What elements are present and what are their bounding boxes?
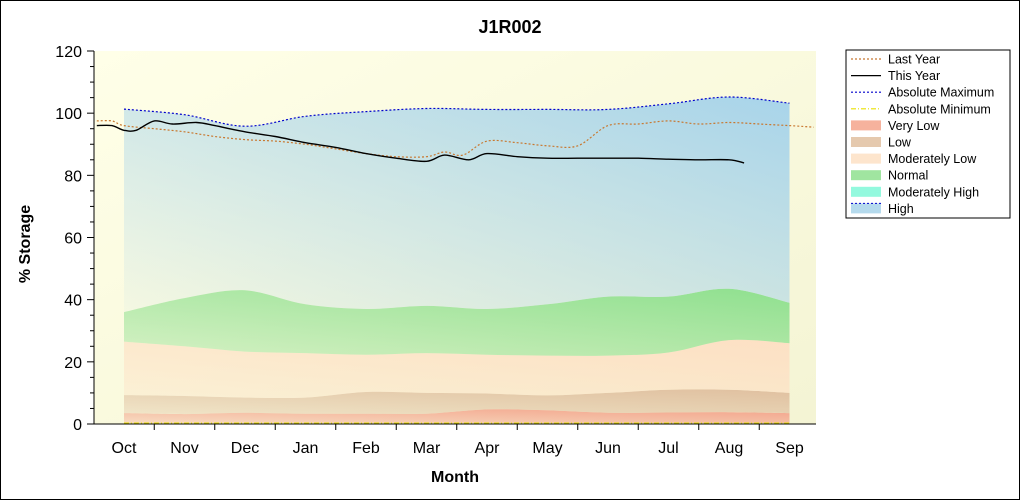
x-tick-label-feb: Feb: [352, 440, 380, 457]
legend-swatch-moderately-low: [851, 153, 881, 164]
x-tick-label-apr: Apr: [475, 440, 501, 457]
bands-layer: [124, 96, 790, 424]
legend-box: [845, 49, 1011, 219]
y-tick-label: 100: [55, 106, 82, 123]
x-axis-title: Month: [431, 469, 479, 486]
series-line-absolute-maximum: [123, 96, 790, 127]
legend-label-very-low: Very Low: [888, 119, 940, 133]
legend: Last Year This Year Absolute Maximum Absolu…: [845, 49, 1011, 219]
x-tick-label-mar: Mar: [413, 440, 441, 457]
y-tick-label: 20: [64, 355, 82, 372]
legend-label-this-year: This Year: [888, 69, 940, 83]
y-tick-label: 60: [64, 231, 82, 248]
band-moderately-low: [124, 339, 790, 399]
band-normal: [124, 288, 790, 356]
x-tick-label-jun: Jun: [595, 440, 621, 457]
y-tick-label: 40: [64, 293, 82, 310]
x-tick-label-sep: Sep: [775, 440, 804, 457]
x-tick-label-jul: Jul: [658, 440, 678, 457]
band-high: [124, 96, 790, 313]
axes-layer: 0 20 40 60 80 100 120 Oct Nov Dec Jan Feb Mar Apr May J…: [55, 44, 816, 457]
y-axis-title: % Storage: [17, 205, 34, 283]
x-tick-label-aug: Aug: [715, 440, 743, 457]
band-low: [124, 389, 790, 415]
y-tick-label: 120: [55, 44, 82, 61]
legend-swatch-moderately-high: [851, 186, 881, 197]
x-tick-label-jan: Jan: [293, 440, 319, 457]
legend-label-high: High: [888, 202, 914, 216]
legend-swatch-normal: [851, 170, 881, 181]
legend-label-low: Low: [888, 136, 912, 150]
series-line-last-year: [96, 119, 814, 158]
x-tick-label-may: May: [532, 440, 562, 457]
legend-swatch-high: [851, 203, 881, 214]
legend-swatch-low: [851, 137, 881, 147]
legend-label-moderately-low: Moderately Low: [888, 152, 977, 166]
y-tick-label: 0: [73, 417, 82, 434]
legend-swatch-very-low: [851, 120, 881, 131]
lines-layer: [96, 96, 814, 424]
legend-label-absolute-minimum: Absolute Minimum: [888, 102, 991, 116]
legend-label-moderately-high: Moderately High: [888, 185, 979, 199]
chart-title: J1R002: [478, 17, 541, 37]
band-very-low: [124, 409, 790, 424]
legend-label-last-year: Last Year: [888, 53, 940, 67]
x-tick-label-nov: Nov: [170, 440, 198, 457]
y-tick-label: 80: [64, 168, 82, 185]
x-tick-label-dec: Dec: [231, 440, 259, 457]
legend-label-absolute-maximum: Absolute Maximum: [888, 86, 994, 100]
series-line-this-year: [96, 120, 745, 164]
x-tick-label-oct: Oct: [112, 440, 137, 457]
legend-label-normal: Normal: [888, 169, 928, 183]
